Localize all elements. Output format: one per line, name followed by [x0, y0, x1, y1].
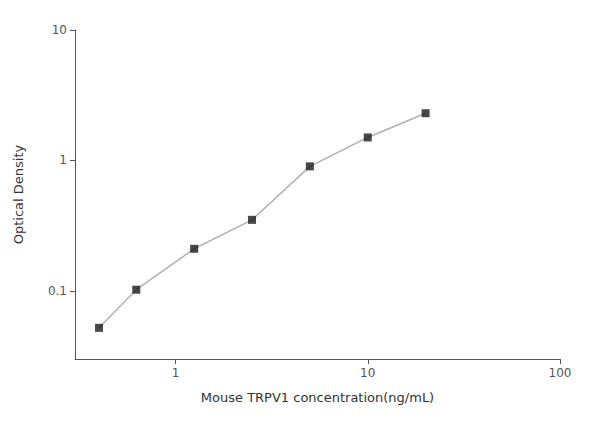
svg-text:100: 100: [549, 366, 572, 380]
svg-text:1: 1: [59, 153, 67, 167]
svg-text:0.1: 0.1: [48, 284, 67, 298]
svg-text:Optical Density: Optical Density: [11, 144, 26, 244]
svg-text:Mouse TRPV1 concentration(ng/m: Mouse TRPV1 concentration(ng/mL): [201, 390, 434, 405]
svg-text:10: 10: [52, 23, 67, 37]
svg-text:10: 10: [360, 366, 375, 380]
svg-text:1: 1: [172, 366, 180, 380]
